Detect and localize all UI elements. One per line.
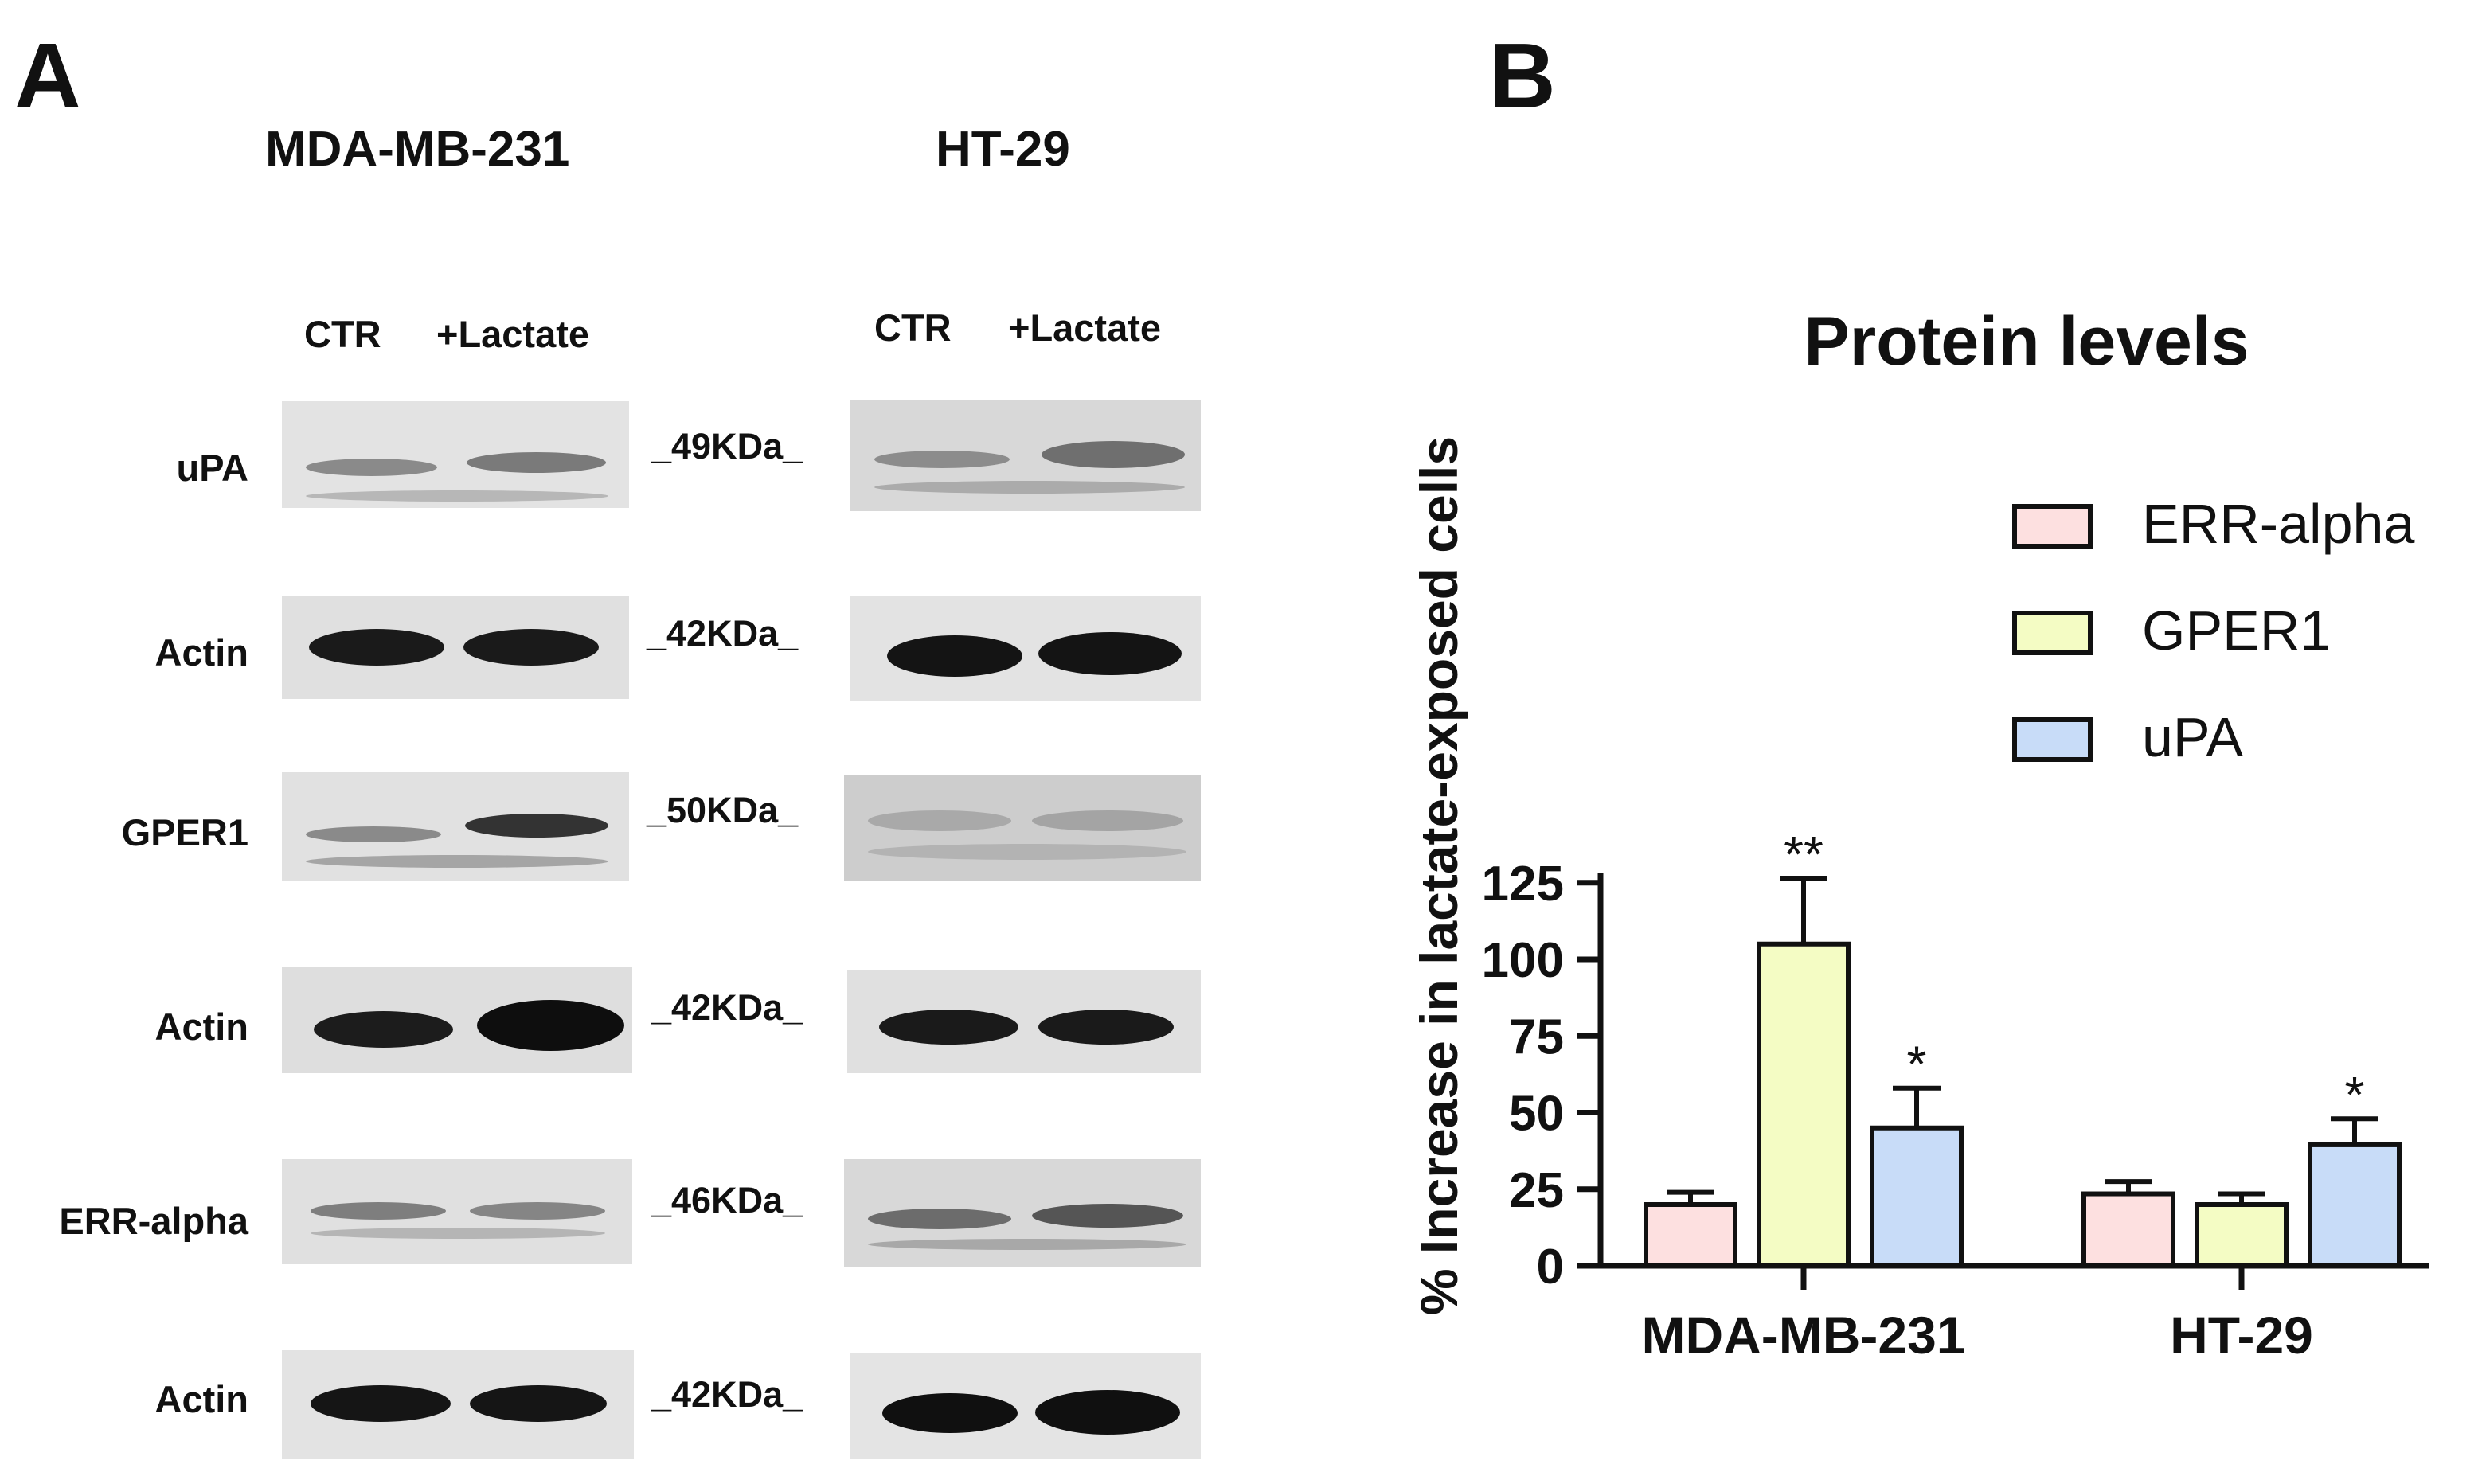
blot-ht29-upa bbox=[850, 400, 1201, 511]
legend: ERR-alpha GPER1 uPA bbox=[2012, 493, 2414, 768]
lane-label-ctr: CTR bbox=[874, 307, 952, 349]
mw-label: _46KDa_ bbox=[651, 1180, 803, 1220]
band bbox=[306, 490, 608, 502]
blot-ht29-actin bbox=[847, 970, 1201, 1073]
y-tick-label: 0 bbox=[1537, 1240, 1564, 1295]
y-axis-label: % Increase in lactate-exposed cells bbox=[1409, 436, 1468, 1315]
band bbox=[311, 1228, 605, 1239]
protein-label-err-alpha: ERR-alpha bbox=[59, 1200, 248, 1242]
protein-label-gper1: GPER1 bbox=[121, 811, 248, 853]
bar bbox=[1644, 1202, 1737, 1268]
band bbox=[306, 826, 441, 842]
band bbox=[874, 481, 1185, 494]
bar bbox=[1870, 1125, 1964, 1268]
blot-ht29-actin bbox=[850, 596, 1201, 701]
protein-label-actin: Actin bbox=[154, 1006, 249, 1048]
lane-label-lactate: +Lactate bbox=[436, 313, 590, 355]
mw-label: _42KDa_ bbox=[651, 987, 803, 1028]
y-tick-label: 75 bbox=[1509, 1010, 1564, 1064]
band bbox=[1032, 810, 1183, 831]
legend-swatch bbox=[2012, 717, 2093, 762]
legend-swatch bbox=[2012, 611, 2093, 655]
bars: **** bbox=[1644, 826, 2402, 1269]
cell-line-title-ht29: HT-29 bbox=[936, 122, 1070, 177]
band bbox=[465, 814, 608, 838]
mw-label: _42KDa_ bbox=[651, 1374, 803, 1415]
band bbox=[887, 635, 1022, 677]
blot-mda-err-alpha bbox=[282, 1159, 632, 1264]
band bbox=[882, 1393, 1018, 1433]
band bbox=[1032, 1204, 1183, 1228]
blot-ht29-actin bbox=[850, 1353, 1201, 1459]
cell-line-title-mda: MDA-MB-231 bbox=[265, 122, 570, 177]
bar bbox=[1757, 941, 1851, 1268]
band bbox=[868, 810, 1011, 831]
bar bbox=[2195, 1202, 2289, 1268]
band bbox=[470, 1202, 605, 1220]
band bbox=[1042, 441, 1185, 468]
mw-label: _49KDa_ bbox=[651, 426, 803, 467]
x-tick-label: MDA-MB-231 bbox=[1641, 1306, 1965, 1365]
band bbox=[467, 452, 606, 473]
protein-label-actin: Actin bbox=[154, 1378, 249, 1420]
band bbox=[1038, 1010, 1174, 1045]
blot-mda-upa bbox=[282, 401, 629, 508]
significance-label: * bbox=[1907, 1036, 1927, 1093]
band bbox=[1038, 632, 1182, 675]
y-tick-label: 100 bbox=[1482, 933, 1564, 988]
axes: 0 25 50 75 100 125 MDA-MB-231 HT-29 bbox=[1482, 857, 2429, 1365]
legend-label: GPER1 bbox=[2142, 599, 2331, 662]
blot-ht29-gper1 bbox=[844, 775, 1201, 881]
bar bbox=[2308, 1142, 2402, 1269]
band bbox=[1035, 1390, 1180, 1435]
legend-label: ERR-alpha bbox=[2142, 493, 2414, 555]
chart-title: Protein levels bbox=[1804, 303, 2249, 380]
legend-label: uPA bbox=[2142, 706, 2243, 768]
band bbox=[314, 1011, 453, 1048]
mw-label: _42KDa_ bbox=[647, 613, 799, 654]
band bbox=[868, 1209, 1011, 1229]
blot-mda-actin bbox=[282, 1350, 634, 1459]
significance-label: * bbox=[2345, 1066, 2365, 1123]
band bbox=[311, 1385, 451, 1422]
legend-swatch bbox=[2012, 504, 2093, 549]
blot-mda-actin bbox=[282, 596, 629, 699]
band bbox=[868, 844, 1186, 860]
y-tick-label: 50 bbox=[1509, 1087, 1564, 1142]
protein-label-actin: Actin bbox=[154, 631, 249, 674]
x-tick-label: HT-29 bbox=[2170, 1306, 2313, 1365]
lane-label-lactate: +Lactate bbox=[1008, 307, 1162, 349]
lane-label-ctr: CTR bbox=[304, 313, 381, 355]
blot-mda-gper1 bbox=[282, 772, 629, 881]
bar bbox=[2081, 1191, 2175, 1269]
band bbox=[309, 629, 444, 666]
band bbox=[306, 855, 608, 868]
significance-label: ** bbox=[1784, 826, 1823, 883]
mw-label: _50KDa_ bbox=[647, 790, 799, 830]
band bbox=[868, 1239, 1186, 1250]
protein-label-upa: uPA bbox=[176, 447, 248, 489]
band bbox=[306, 459, 437, 476]
y-tick-label: 25 bbox=[1509, 1163, 1564, 1218]
blot-mda-actin bbox=[282, 967, 632, 1073]
band bbox=[874, 451, 1010, 468]
band bbox=[477, 1000, 624, 1051]
y-tick-label: 125 bbox=[1482, 857, 1564, 912]
panel-a-letter: A bbox=[14, 24, 81, 127]
band bbox=[463, 629, 599, 666]
panel-b-letter: B bbox=[1489, 24, 1556, 127]
band bbox=[470, 1385, 607, 1422]
band bbox=[311, 1202, 446, 1220]
blot-ht29-err-alpha bbox=[844, 1159, 1201, 1267]
band bbox=[879, 1010, 1018, 1045]
